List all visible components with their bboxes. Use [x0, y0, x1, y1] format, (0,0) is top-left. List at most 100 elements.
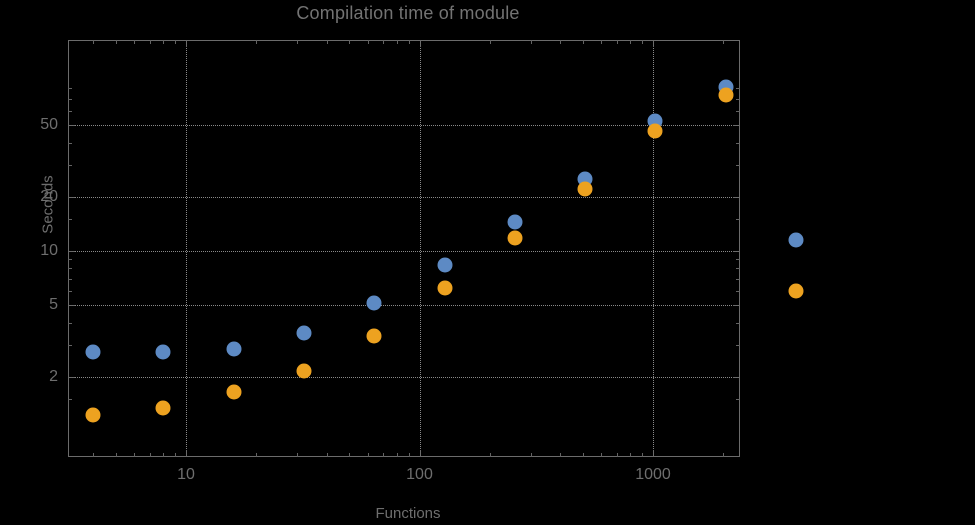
- x-tick-minor: [530, 453, 532, 457]
- x-tick-minor-top: [175, 40, 177, 44]
- x-tick-minor: [582, 453, 584, 457]
- gridline-horizontal: [68, 251, 740, 252]
- y-tick-minor-right: [736, 322, 740, 324]
- data-point[interactable]: [647, 123, 663, 139]
- gridline-vertical: [419, 40, 421, 457]
- gridline-vertical: [653, 40, 654, 457]
- y-tick-major: [68, 376, 75, 378]
- x-tick-minor-top: [489, 40, 491, 44]
- x-tick-minor: [642, 453, 644, 457]
- data-point[interactable]: [577, 181, 593, 197]
- x-tick-minor: [175, 453, 177, 457]
- x-tick-minor-top: [149, 40, 151, 44]
- data-point[interactable]: [507, 230, 523, 246]
- y-tick-label: 20: [40, 187, 58, 205]
- y-tick-minor: [68, 110, 72, 112]
- data-point[interactable]: [226, 341, 242, 357]
- data-point[interactable]: [296, 325, 312, 341]
- y-axis-label: Seconds: [39, 175, 57, 234]
- x-tick-minor: [489, 453, 491, 457]
- x-tick-minor-top: [115, 40, 117, 44]
- x-tick-major: [186, 450, 187, 457]
- x-tick-minor-top: [256, 40, 258, 44]
- y-tick-major: [68, 305, 75, 307]
- chart-title: Compilation time of module: [296, 3, 520, 23]
- gridline-horizontal: [68, 125, 740, 127]
- y-tick-minor: [68, 345, 72, 347]
- x-tick-minor: [408, 453, 410, 457]
- x-tick-label: 1000: [635, 466, 671, 483]
- data-point[interactable]: [788, 283, 804, 299]
- y-tick-minor: [68, 88, 72, 90]
- x-tick-minor-top: [616, 40, 618, 44]
- y-tick-minor-right: [736, 110, 740, 112]
- x-tick-minor-top: [297, 40, 299, 44]
- data-point[interactable]: [718, 87, 734, 103]
- y-tick-minor-right: [736, 345, 740, 347]
- y-tick-minor-right: [736, 268, 740, 270]
- data-point[interactable]: [296, 363, 312, 379]
- x-tick-minor: [115, 453, 117, 457]
- data-point[interactable]: [366, 328, 382, 344]
- y-tick-label: 10: [40, 242, 58, 259]
- y-tick-minor: [68, 259, 72, 261]
- x-axis-label: Functions: [375, 505, 441, 522]
- data-point[interactable]: [437, 257, 453, 273]
- x-tick-minor-top: [642, 40, 644, 44]
- x-tick-minor-top: [630, 40, 632, 44]
- data-point[interactable]: [226, 384, 242, 400]
- x-tick-minor: [383, 453, 385, 457]
- x-tick-minor: [134, 453, 136, 457]
- plot-frame: [68, 40, 740, 457]
- y-tick-minor-right: [736, 290, 740, 292]
- x-tick-major-top: [186, 40, 187, 47]
- data-point[interactable]: [85, 407, 101, 423]
- y-tick-minor: [68, 278, 72, 280]
- y-tick-label: 2: [49, 367, 58, 385]
- y-tick-minor: [68, 322, 72, 324]
- y-tick-minor-right: [736, 259, 740, 261]
- y-tick-minor: [68, 399, 72, 401]
- data-point[interactable]: [366, 295, 382, 311]
- data-point[interactable]: [155, 344, 171, 360]
- data-point[interactable]: [85, 344, 101, 360]
- x-tick-major-top: [653, 40, 654, 47]
- y-tick-label: 50: [40, 116, 58, 134]
- x-tick-minor: [297, 453, 299, 457]
- x-tick-minor: [163, 453, 165, 457]
- x-tick-minor-top: [560, 40, 562, 44]
- x-tick-minor: [93, 453, 95, 457]
- y-tick-major: [68, 196, 75, 198]
- y-tick-major-right: [733, 196, 740, 198]
- y-tick-minor: [68, 268, 72, 270]
- y-tick-minor-right: [736, 399, 740, 401]
- x-tick-minor-top: [326, 40, 328, 44]
- data-point[interactable]: [788, 232, 804, 248]
- y-tick-minor: [68, 219, 72, 221]
- y-tick-minor: [68, 98, 72, 100]
- y-tick-major-right: [733, 251, 740, 252]
- x-tick-major: [653, 450, 654, 457]
- x-tick-minor-top: [367, 40, 369, 44]
- x-tick-minor-top: [723, 40, 725, 44]
- x-tick-minor-top: [383, 40, 385, 44]
- x-tick-minor: [256, 453, 258, 457]
- x-tick-label: 10: [177, 466, 195, 483]
- x-tick-minor-top: [601, 40, 603, 44]
- y-tick-minor: [68, 290, 72, 292]
- x-tick-minor-top: [396, 40, 398, 44]
- gridline-horizontal: [68, 376, 740, 378]
- data-point[interactable]: [437, 280, 453, 296]
- x-tick-minor: [149, 453, 151, 457]
- x-tick-minor: [326, 453, 328, 457]
- data-point[interactable]: [507, 214, 523, 230]
- y-tick-minor-right: [736, 278, 740, 280]
- y-tick-major-right: [733, 125, 740, 127]
- gridline-horizontal: [68, 196, 740, 198]
- y-tick-major: [68, 251, 75, 252]
- data-point[interactable]: [155, 400, 171, 416]
- x-tick-minor: [723, 453, 725, 457]
- y-tick-minor-right: [736, 98, 740, 100]
